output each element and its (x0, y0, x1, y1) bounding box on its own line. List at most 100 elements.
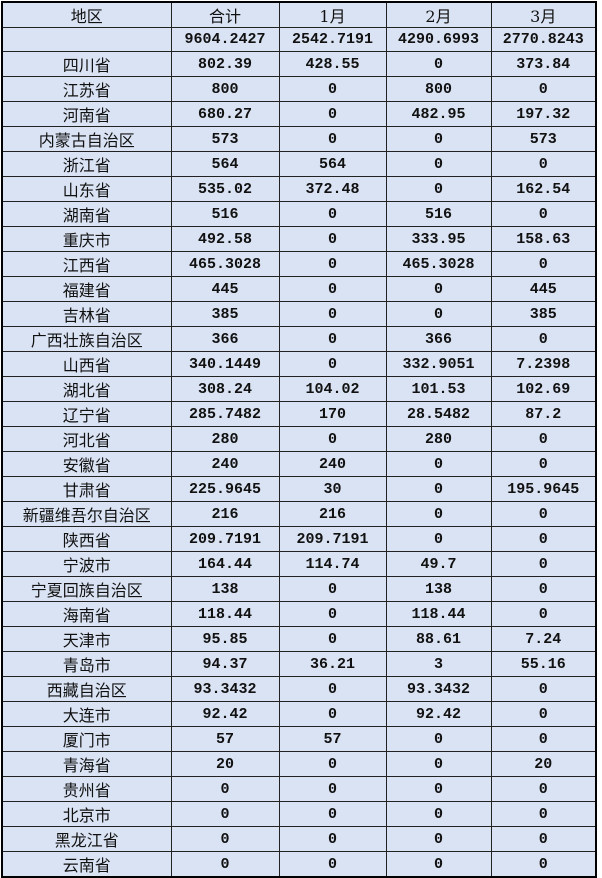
table-row: 北京市 0 0 0 0 (1, 801, 597, 827)
cell-feb: 3 (385, 651, 492, 677)
cell-jan: 0 (278, 676, 387, 702)
total-row: 9604.2427 2542.7191 4290.6993 2770.8243 (1, 27, 597, 52)
cell-jan: 30 (278, 476, 387, 502)
cell-total: 0 (170, 776, 280, 802)
table-row: 江西省 465.3028 0 465.3028 0 (1, 251, 597, 277)
cell-jan: 372.48 (278, 176, 387, 202)
cell-mar: 0 (490, 201, 597, 227)
cell-region: 宁波市 (1, 551, 172, 577)
table-row: 陕西省 209.7191 209.7191 0 0 (1, 526, 597, 552)
cell-total: 465.3028 (170, 251, 280, 277)
cell-region: 浙江省 (1, 151, 172, 177)
cell-mar: 0 (490, 726, 597, 752)
header-row: 地区 合计 1月 2月 3月 (1, 1, 597, 28)
cell-feb: 0 (385, 826, 492, 852)
cell-region: 山东省 (1, 176, 172, 202)
cell-feb: 516 (385, 201, 492, 227)
cell-jan: 0 (278, 801, 387, 827)
cell-feb: 49.7 (385, 551, 492, 577)
cell-jan: 0 (278, 101, 387, 127)
table-row: 重庆市 492.58 0 333.95 158.63 (1, 226, 597, 252)
cell-region: 福建省 (1, 276, 172, 302)
cell-feb: 0 (385, 451, 492, 477)
cell-mar: 0 (490, 551, 597, 577)
cell-mar: 0 (490, 576, 597, 602)
cell-region: 内蒙古自治区 (1, 126, 172, 152)
table-row: 浙江省 564 564 0 0 (1, 151, 597, 177)
cell-feb: 0 (385, 301, 492, 327)
header-jan: 1月 (278, 1, 387, 28)
cell-jan: 0 (278, 701, 387, 727)
table-row: 新疆维吾尔自治区 216 216 0 0 (1, 501, 597, 527)
cell-feb: 101.53 (385, 376, 492, 402)
table-row: 天津市 95.85 0 88.61 7.24 (1, 626, 597, 652)
cell-feb: 482.95 (385, 101, 492, 127)
total-sum: 9604.2427 (170, 27, 280, 52)
cell-feb: 0 (385, 176, 492, 202)
cell-total: 535.02 (170, 176, 280, 202)
table-row: 青海省 20 0 0 20 (1, 751, 597, 777)
table-row: 贵州省 0 0 0 0 (1, 776, 597, 802)
cell-mar: 0 (490, 851, 597, 878)
table-row: 大连市 92.42 0 92.42 0 (1, 701, 597, 727)
cell-mar: 0 (490, 526, 597, 552)
cell-jan: 0 (278, 751, 387, 777)
cell-jan: 0 (278, 351, 387, 377)
cell-jan: 0 (278, 626, 387, 652)
cell-jan: 114.74 (278, 551, 387, 577)
table-row: 河北省 280 0 280 0 (1, 426, 597, 452)
cell-feb: 0 (385, 476, 492, 502)
cell-total: 385 (170, 301, 280, 327)
cell-total: 95.85 (170, 626, 280, 652)
cell-feb: 92.42 (385, 701, 492, 727)
cell-mar: 0 (490, 426, 597, 452)
cell-mar: 102.69 (490, 376, 597, 402)
cell-mar: 573 (490, 126, 597, 152)
cell-region: 重庆市 (1, 226, 172, 252)
cell-total: 118.44 (170, 601, 280, 627)
table-row: 甘肃省 225.9645 30 0 195.9645 (1, 476, 597, 502)
cell-region: 西藏自治区 (1, 676, 172, 702)
cell-mar: 0 (490, 501, 597, 527)
table-row: 辽宁省 285.7482 170 28.5482 87.2 (1, 401, 597, 427)
cell-region: 天津市 (1, 626, 172, 652)
cell-total: 94.37 (170, 651, 280, 677)
cell-mar: 0 (490, 801, 597, 827)
cell-feb: 0 (385, 151, 492, 177)
table-row: 福建省 445 0 0 445 (1, 276, 597, 302)
cell-feb: 332.9051 (385, 351, 492, 377)
cell-total: 0 (170, 826, 280, 852)
cell-jan: 57 (278, 726, 387, 752)
cell-region: 四川省 (1, 51, 172, 77)
cell-mar: 55.16 (490, 651, 597, 677)
cell-jan: 36.21 (278, 651, 387, 677)
cell-mar: 0 (490, 601, 597, 627)
cell-total: 0 (170, 851, 280, 878)
header-mar: 3月 (490, 1, 597, 28)
cell-total: 225.9645 (170, 476, 280, 502)
cell-region: 厦门市 (1, 726, 172, 752)
cell-mar: 158.63 (490, 226, 597, 252)
cell-feb: 93.3432 (385, 676, 492, 702)
total-label (1, 27, 172, 52)
cell-total: 57 (170, 726, 280, 752)
cell-mar: 0 (490, 251, 597, 277)
cell-region: 甘肃省 (1, 476, 172, 502)
cell-jan: 0 (278, 776, 387, 802)
cell-mar: 0 (490, 326, 597, 352)
cell-jan: 240 (278, 451, 387, 477)
cell-total: 280 (170, 426, 280, 452)
cell-mar: 0 (490, 451, 597, 477)
cell-mar: 373.84 (490, 51, 597, 77)
cell-jan: 564 (278, 151, 387, 177)
table-row: 山东省 535.02 372.48 0 162.54 (1, 176, 597, 202)
cell-total: 516 (170, 201, 280, 227)
cell-region: 湖南省 (1, 201, 172, 227)
cell-feb: 0 (385, 126, 492, 152)
table-row: 湖南省 516 0 516 0 (1, 201, 597, 227)
cell-total: 445 (170, 276, 280, 302)
cell-region: 新疆维吾尔自治区 (1, 501, 172, 527)
cell-jan: 0 (278, 326, 387, 352)
cell-mar: 195.9645 (490, 476, 597, 502)
cell-region: 贵州省 (1, 776, 172, 802)
